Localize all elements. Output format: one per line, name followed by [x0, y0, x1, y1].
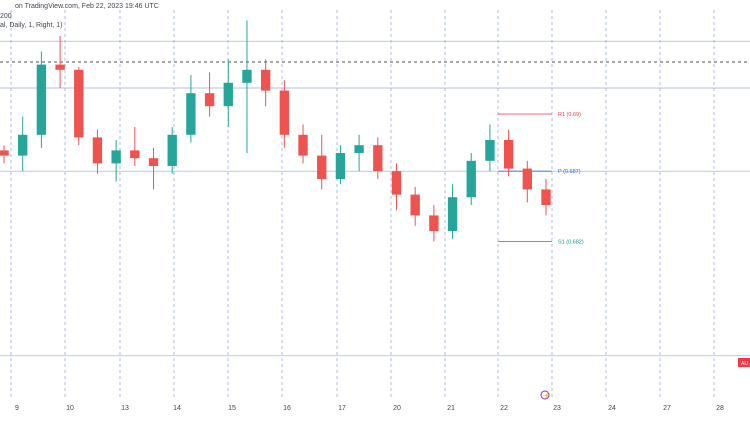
candle-body [541, 189, 551, 205]
price-badge-layer: AU [738, 358, 750, 367]
candle-body [391, 171, 402, 195]
candle-body [223, 82, 233, 107]
price-badge [738, 358, 750, 367]
pivot-label-S1: S1 (0.682) [558, 239, 584, 245]
candle [204, 72, 215, 117]
candle [391, 163, 402, 211]
candle [223, 59, 233, 127]
grid-layer [10, 10, 715, 400]
x-axis: 9 10 13 14 15 16 17 20 21 22 23 24 27 28 [15, 405, 724, 412]
candle-body [410, 194, 420, 216]
candle-body [429, 215, 439, 231]
candle-body [204, 93, 215, 107]
candle [0, 145, 9, 164]
lightning-icon: ⚡ [543, 392, 550, 400]
header-indicator-text: al, Daily, 1, Right, 1) [0, 22, 63, 29]
x-tick-label: 24 [608, 405, 616, 412]
candle [429, 205, 439, 242]
candle-body [0, 150, 9, 156]
x-tick-label: 16 [283, 405, 291, 412]
horizontal-lines-layer [0, 40, 750, 357]
candles-layer [0, 20, 551, 242]
candle [18, 116, 28, 172]
candle-body [36, 64, 47, 135]
candle [447, 184, 458, 239]
candle [354, 134, 364, 172]
x-tick-label: 10 [66, 405, 74, 412]
x-tick-label: 22 [500, 405, 508, 412]
candle [373, 137, 383, 179]
candle [242, 20, 252, 153]
x-tick-label: 9 [15, 405, 19, 412]
candle-body [18, 134, 28, 156]
header-indicator-line: al, Daily, 1, Right, 1) [0, 22, 63, 29]
candle [485, 124, 495, 172]
candle-body [298, 134, 308, 156]
candle-body [74, 69, 84, 138]
candle-body [167, 134, 177, 166]
candle [317, 134, 327, 190]
candle-body [55, 64, 65, 70]
pivot-lines-layer: R1 (0.69) P (0.687) S1 (0.682) [498, 112, 584, 245]
candle-body [522, 168, 532, 190]
x-tick-label: 28 [716, 405, 724, 412]
x-tick-label: 23 [553, 405, 561, 412]
candle-body [260, 69, 271, 91]
event-marker-circle[interactable] [540, 390, 550, 400]
candle-body [242, 69, 252, 83]
candle-body [92, 137, 103, 164]
candle-body [466, 160, 476, 198]
candle [74, 67, 84, 146]
candle-body [447, 197, 458, 231]
candle [279, 80, 290, 148]
candle [111, 140, 121, 182]
pivot-label-P: P (0.687) [558, 169, 581, 175]
candle-body [148, 158, 159, 166]
x-tick-label: 15 [228, 405, 236, 412]
header-source-text: on TradingView.com, Feb 22, 2023 19:46 U… [15, 3, 159, 10]
candle [130, 127, 140, 166]
candle [335, 145, 346, 185]
candle-body [186, 93, 196, 135]
candle [186, 75, 196, 143]
candle-body [111, 150, 121, 164]
candle-body [354, 145, 364, 153]
x-tick-label: 14 [173, 405, 181, 412]
pivot-label-R1: R1 (0.69) [558, 112, 581, 118]
candle [92, 129, 103, 174]
candle [260, 59, 271, 107]
candle-body [485, 140, 495, 161]
candle [503, 129, 514, 177]
candle [36, 51, 47, 148]
x-tick-label: 21 [447, 405, 455, 412]
candle [298, 124, 308, 164]
candle [55, 36, 65, 88]
x-tick-label: 13 [121, 405, 129, 412]
candle [148, 147, 159, 190]
header-prefix: 200 [0, 13, 12, 20]
event-marker[interactable]: ⚡ [540, 390, 550, 400]
candle [167, 127, 177, 174]
candle [541, 179, 551, 216]
candle-body [130, 150, 140, 159]
candle-body [317, 155, 327, 179]
candle [522, 160, 532, 203]
x-tick-label: 17 [338, 405, 346, 412]
x-tick-label: 20 [393, 405, 401, 412]
candle [466, 153, 476, 205]
candle-body [503, 140, 514, 169]
candle-body [373, 145, 383, 172]
price-badge-label: AU [741, 361, 748, 367]
candle-body [335, 153, 346, 179]
candle [410, 186, 420, 226]
header-source-line: 200 on TradingView.com, Feb 22, 2023 19:… [0, 3, 159, 20]
candle-body [279, 90, 290, 135]
x-tick-label: 27 [663, 405, 671, 412]
